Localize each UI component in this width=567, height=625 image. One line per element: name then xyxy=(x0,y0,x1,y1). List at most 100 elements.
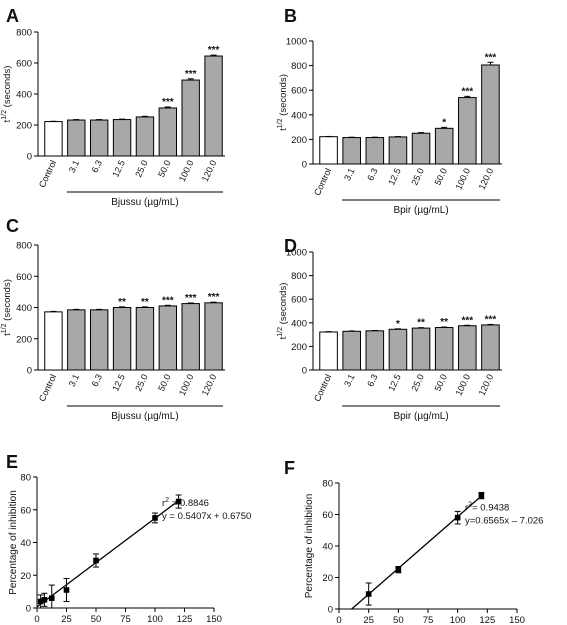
x-tick-label: 6.3 xyxy=(90,159,104,175)
x-tick-label: 6.3 xyxy=(90,373,104,389)
fit-equation: y = 0.5407x + 0.6750 xyxy=(162,511,251,522)
y-axis-label-base: t xyxy=(2,333,13,336)
x-tick-label: 100.0 xyxy=(454,373,473,398)
r-squared-value: = 0.9438 xyxy=(472,503,509,514)
fit-equation: y=0.6565x – 7.026 xyxy=(465,516,543,527)
bar xyxy=(388,328,408,371)
y-tick-label: 600 xyxy=(291,86,307,97)
data-point xyxy=(93,557,99,564)
data-point xyxy=(365,591,372,597)
y-tick-label: 200 xyxy=(16,334,32,345)
x-tick-label: 25 xyxy=(363,615,374,625)
bar xyxy=(319,331,338,371)
bar xyxy=(44,311,63,371)
y-tick-label: 0 xyxy=(27,152,32,163)
x-tick-label: 25.0 xyxy=(409,167,425,187)
y-tick-label: 600 xyxy=(16,59,32,70)
x-tick-label: 6.3 xyxy=(365,167,379,183)
x-tick-label: 120.0 xyxy=(200,159,219,184)
x-tick-label: 120.0 xyxy=(477,373,496,398)
x-tick-label: Control xyxy=(37,159,58,190)
y-axis-label: t1/2 (seconds) xyxy=(1,279,13,336)
y-tick-label: 1000 xyxy=(286,37,307,48)
x-tick-label: 50 xyxy=(91,614,102,625)
significance-mark: *** xyxy=(208,292,220,303)
x-tick-label: 3.1 xyxy=(67,159,81,175)
data-point xyxy=(37,598,44,605)
data-point xyxy=(395,566,402,573)
significance-mark: ** xyxy=(118,297,126,308)
x-tick-label: 25.0 xyxy=(409,373,425,393)
panel-b: B 0 200 400 600 800 1000 t1/2 (seconds) Control 3… xyxy=(277,6,502,216)
data-point xyxy=(63,587,70,593)
significance-mark: *** xyxy=(485,314,497,325)
y-axis-label-base: t xyxy=(2,119,13,122)
bar xyxy=(112,307,132,371)
data-point xyxy=(478,492,485,499)
y-tick-label: 0 xyxy=(328,605,333,616)
r-squared-sup: 2 xyxy=(165,497,169,504)
bar xyxy=(135,307,155,371)
bar xyxy=(135,116,155,157)
bar xyxy=(67,309,86,371)
y-tick-label: 800 xyxy=(291,271,307,282)
x-tick-label: 150 xyxy=(206,614,222,625)
significance-mark: *** xyxy=(162,97,174,108)
y-axis-label-sup: 1/2 xyxy=(1,323,8,333)
bar xyxy=(481,64,500,165)
y-tick-label: 200 xyxy=(16,121,32,132)
bar xyxy=(319,136,338,165)
bar xyxy=(458,97,477,165)
x-axis-label: Bpir (µg/mL) xyxy=(393,205,448,216)
bar xyxy=(365,137,385,165)
x-tick-label: 12.5 xyxy=(386,167,402,187)
x-tick-label: 12.5 xyxy=(110,373,126,393)
x-tick-label: 3.1 xyxy=(67,373,81,389)
x-tick-label: 120.0 xyxy=(200,373,219,398)
y-axis-label: Percentage of inhibition xyxy=(304,494,315,599)
data-point xyxy=(41,597,48,603)
panel-letter: E xyxy=(6,452,18,472)
x-tick-label: 75 xyxy=(423,615,434,625)
x-tick-label: 150 xyxy=(509,615,525,625)
x-tick-label: 50.0 xyxy=(433,373,449,393)
bar xyxy=(204,55,223,157)
significance-mark: ** xyxy=(417,318,425,329)
significance-mark: *** xyxy=(162,295,174,306)
bar xyxy=(67,119,86,157)
x-tick-label: 50.0 xyxy=(156,159,172,179)
x-tick-label: Control xyxy=(37,373,58,404)
y-tick-label: 400 xyxy=(291,110,307,121)
x-tick-label: 100.0 xyxy=(454,167,473,192)
panel-letter: F xyxy=(284,458,295,478)
x-tick-label: 25.0 xyxy=(133,159,149,179)
r-squared-prefix: r xyxy=(162,498,165,509)
panel-e: E 0 20 40 60 80 0 25 50 75 100 125 150 Percentage of … xyxy=(6,452,251,625)
y-axis-label-sup: 1/2 xyxy=(277,118,284,128)
y-tick-label: 200 xyxy=(291,135,307,146)
significance-mark: *** xyxy=(208,45,220,56)
panel-letter: D xyxy=(284,236,297,256)
y-tick-label: 60 xyxy=(20,505,31,516)
bar xyxy=(342,137,361,165)
fit-line xyxy=(351,493,485,610)
y-tick-label: 200 xyxy=(291,342,307,353)
bar xyxy=(112,119,132,157)
y-tick-label: 0 xyxy=(302,160,307,171)
x-tick-label: 50 xyxy=(393,615,404,625)
y-axis-label: t1/2 (seconds) xyxy=(1,66,13,123)
significance-mark: *** xyxy=(485,52,497,63)
y-tick-label: 800 xyxy=(16,241,32,252)
x-tick-label: 100.0 xyxy=(177,373,196,398)
bar xyxy=(181,303,200,371)
bar xyxy=(204,302,223,371)
x-axis-label: Bjussu (µg/mL) xyxy=(111,411,178,422)
y-axis-label: Percentage of inhibition xyxy=(8,490,19,595)
bar xyxy=(181,79,200,157)
panel-a: A 0 200 400 600 800 t1/2 (seconds) Control 3.1 6.… xyxy=(1,6,225,208)
bar xyxy=(342,330,361,371)
y-axis-label-unit: (seconds) xyxy=(2,66,13,110)
significance-mark: ** xyxy=(141,297,149,308)
x-tick-label: 75 xyxy=(120,614,131,625)
y-tick-label: 600 xyxy=(16,272,32,283)
